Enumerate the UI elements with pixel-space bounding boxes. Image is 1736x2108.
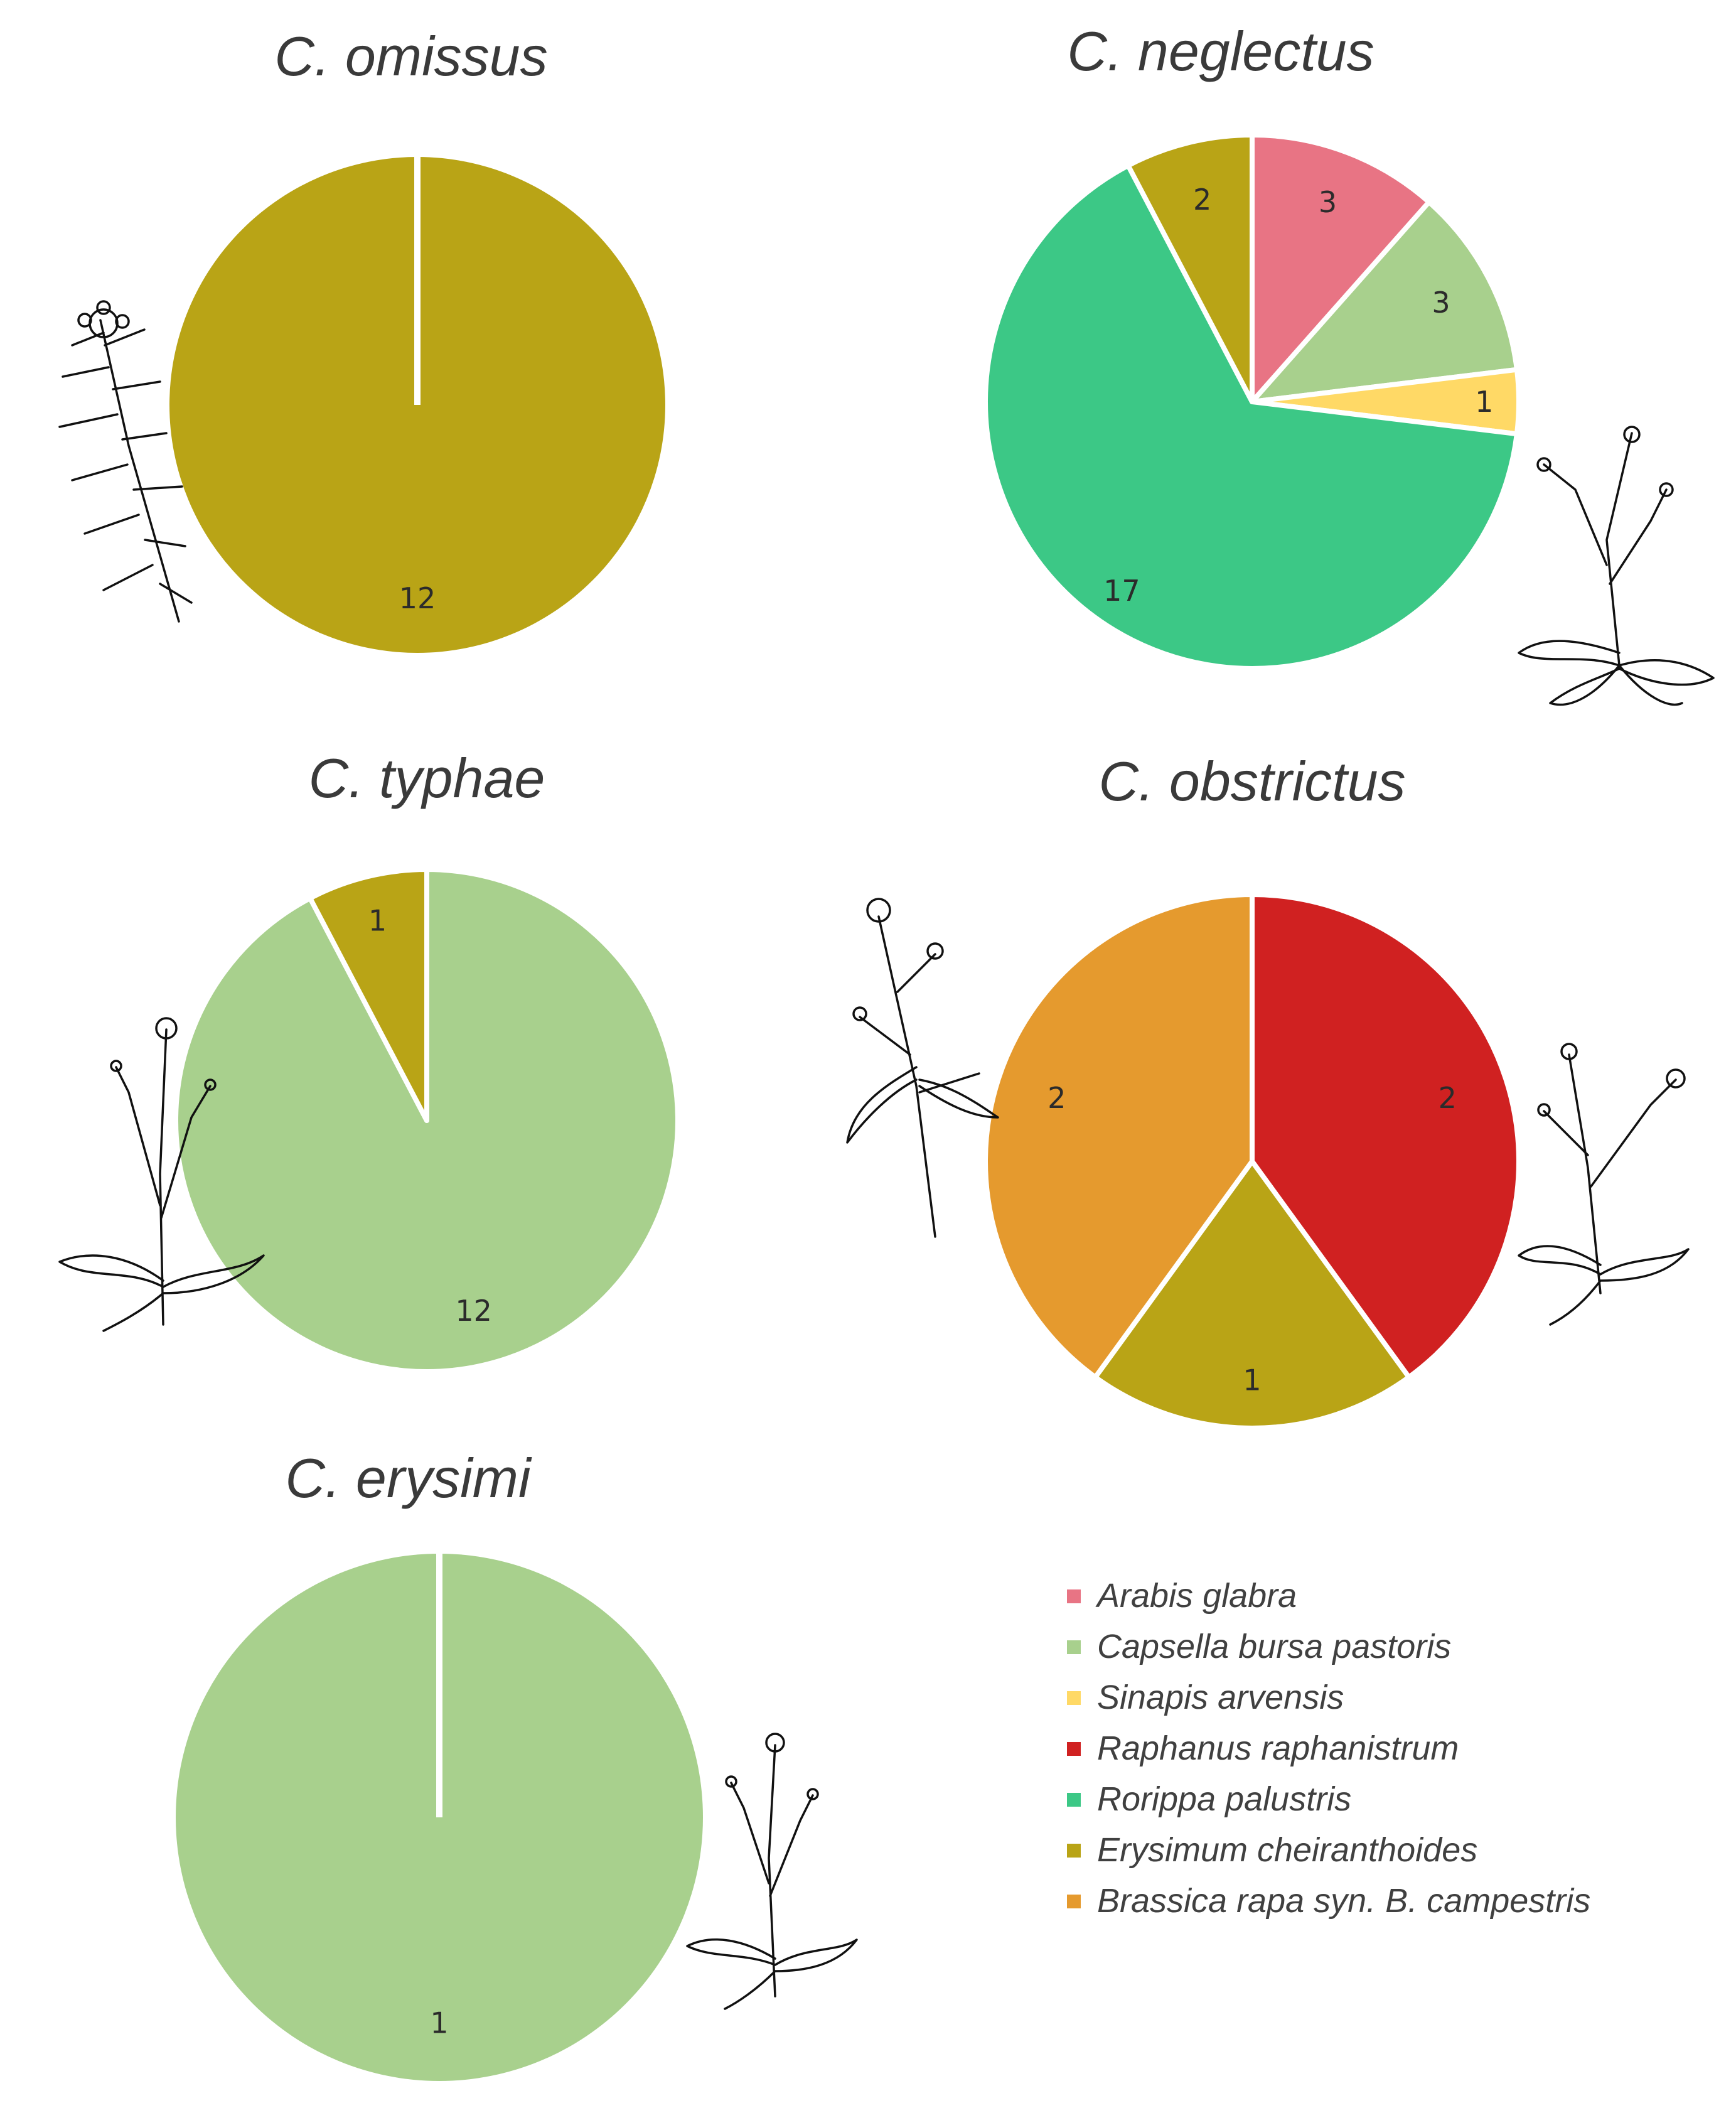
pie-slice bbox=[1093, 1159, 1412, 1431]
plant-drawing-icon bbox=[846, 898, 999, 1238]
legend-swatch bbox=[1067, 1793, 1081, 1807]
pie-slice bbox=[1250, 199, 1519, 404]
legend-swatch bbox=[1067, 1691, 1081, 1705]
pie-slice bbox=[1250, 892, 1521, 1380]
legend-label: Capsella bursa pastoris bbox=[1097, 1628, 1451, 1665]
pie-slice bbox=[1250, 132, 1432, 404]
legend-swatch bbox=[1067, 1844, 1081, 1858]
chart-title-neglectus: C. neglectus bbox=[1067, 20, 1374, 82]
slice-value-label: 2 bbox=[1047, 1081, 1066, 1115]
pie-neglectus: 3 3 1 17 2 bbox=[982, 132, 1521, 671]
pie-erysimi: 1 bbox=[176, 1554, 703, 2081]
pie-slice bbox=[983, 892, 1255, 1380]
chart-title-erysimi: C. erysimi bbox=[285, 1447, 532, 1509]
legend: Arabis glabra Capsella bursa pastoris Sina… bbox=[1067, 1577, 1590, 1920]
legend-label: Rorippa palustris bbox=[1097, 1780, 1351, 1818]
plant-drawing-icon bbox=[58, 300, 193, 623]
slice-value-label: 1 bbox=[1475, 385, 1493, 419]
slice-value-label: 12 bbox=[455, 1294, 492, 1328]
plant-drawing-icon bbox=[1518, 1043, 1690, 1326]
legend-label: Brassica rapa syn. B. campestris bbox=[1097, 1882, 1590, 1920]
pie-obstrictus: 2 1 2 bbox=[983, 892, 1521, 1431]
slice-value-label: 1 bbox=[1243, 1363, 1261, 1397]
pie-slice bbox=[1125, 132, 1255, 404]
pie-slice bbox=[982, 163, 1519, 671]
plant-drawing-icon bbox=[686, 1733, 858, 2010]
slice-value-label: 3 bbox=[1432, 286, 1450, 320]
legend-swatch bbox=[1067, 1742, 1081, 1756]
chart-title-obstrictus: C. obstrictus bbox=[1098, 750, 1405, 812]
plant-drawing-icon bbox=[1518, 426, 1715, 706]
slice-value-label: 3 bbox=[1319, 185, 1337, 219]
pie-slice bbox=[308, 867, 429, 1123]
legend-label: Erysimum cheiranthoides bbox=[1097, 1831, 1477, 1869]
slice-value-label: 2 bbox=[1439, 1081, 1457, 1115]
legend-swatch bbox=[1067, 1895, 1081, 1908]
slice-value-label: 12 bbox=[399, 581, 436, 615]
slice-value-label: 2 bbox=[1193, 183, 1211, 217]
slice-value-label: 17 bbox=[1103, 574, 1140, 608]
legend-label: Arabis glabra bbox=[1095, 1577, 1297, 1615]
chart-title-omissus: C. omissus bbox=[274, 25, 547, 87]
legend-swatch bbox=[1067, 1589, 1081, 1603]
chart-title-typhae: C. typhae bbox=[309, 747, 545, 809]
slice-value-label: 1 bbox=[368, 904, 387, 938]
legend-label: Sinapis arvensis bbox=[1097, 1679, 1344, 1716]
legend-label: Raphanus raphanistrum bbox=[1097, 1729, 1459, 1767]
pie-typhae: 12 1 bbox=[173, 867, 681, 1374]
slice-value-label: 1 bbox=[430, 2006, 448, 2040]
legend-swatch bbox=[1067, 1640, 1081, 1654]
pie-omissus: 12 bbox=[169, 157, 665, 653]
plant-drawing-icon bbox=[58, 1017, 265, 1332]
